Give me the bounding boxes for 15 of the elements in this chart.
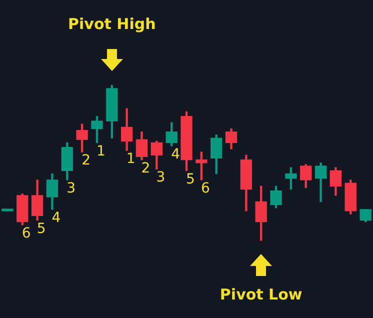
text: Pivot Low — [220, 285, 302, 304]
text: 5 — [186, 171, 195, 188]
text: 3 — [156, 170, 166, 186]
text: 6 — [200, 180, 210, 197]
text: 1 — [96, 143, 106, 160]
text: 2 — [141, 160, 150, 176]
text: 1 — [126, 151, 136, 168]
text: 3 — [66, 180, 76, 197]
text: 6 — [22, 226, 31, 242]
text: 4 — [52, 210, 61, 226]
text: 4 — [171, 146, 180, 162]
text: 5 — [36, 220, 46, 237]
text: Pivot High — [68, 15, 156, 34]
candlestick — [2, 208, 14, 212]
text: 2 — [82, 152, 91, 169]
